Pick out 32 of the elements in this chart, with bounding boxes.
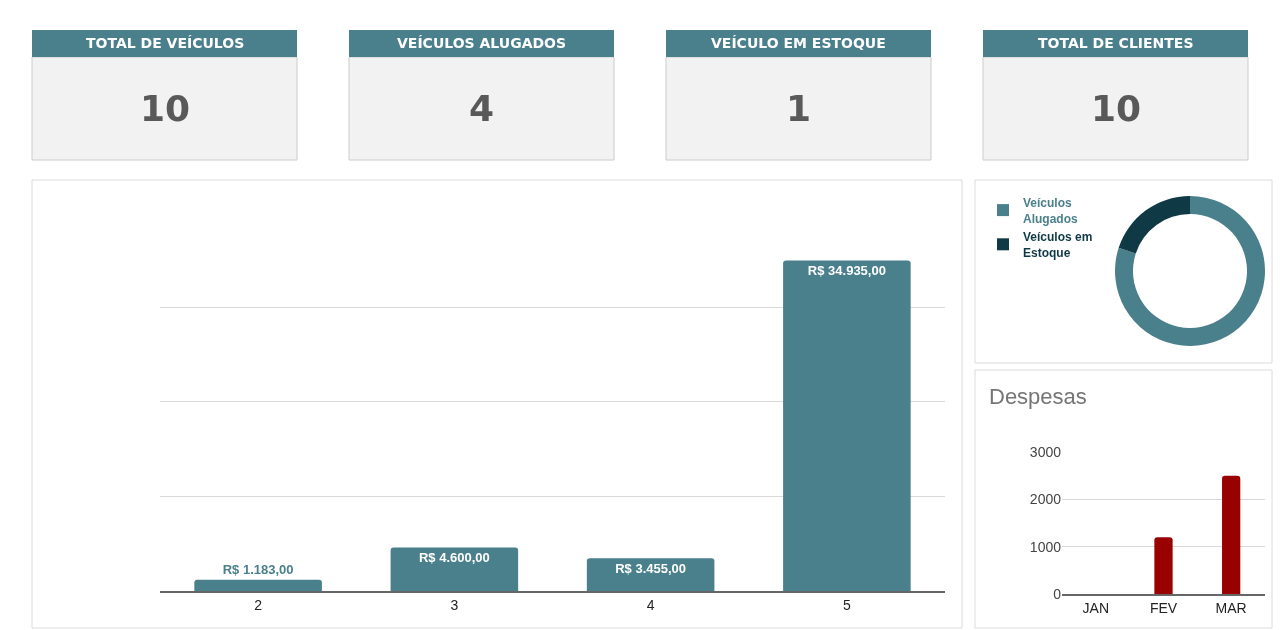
bar	[783, 260, 911, 591]
y-tick-label: 3000	[1029, 443, 1062, 460]
x-tick-label: 5	[842, 596, 851, 613]
text: 10	[1091, 88, 1142, 129]
data-label: R$ 34.935,00	[807, 263, 886, 279]
text: 10	[140, 88, 191, 129]
bar	[390, 547, 519, 591]
text: TOTAL DE CLIENTES	[1038, 35, 1194, 51]
y-tick-label: 1000	[1029, 538, 1062, 555]
x-tick-label: JAN	[1082, 599, 1110, 616]
x-tick-label: MAR	[1215, 599, 1247, 616]
y-tick-label: 2000	[1029, 491, 1062, 508]
y-tick-label: 0	[1053, 585, 1062, 602]
x-tick-label: 3	[450, 596, 459, 613]
x-tick-label: 4	[646, 596, 655, 613]
text: VEÍCULOS ALUGADOS	[397, 35, 567, 51]
donut-slice	[1118, 196, 1190, 254]
bar	[194, 579, 322, 591]
data-label: R$ 3.455,00	[615, 561, 687, 577]
text: VEÍCULO EM ESTOQUE	[711, 35, 886, 51]
bar	[586, 558, 715, 591]
text: 1	[786, 88, 812, 129]
text: TOTAL DE VEÍCULOS	[86, 35, 245, 51]
donut-slice	[1115, 196, 1265, 346]
legend-label: Veículos em Estoque	[1023, 230, 1093, 260]
x-tick-label: 2	[254, 596, 263, 613]
chart-title: Despesas	[989, 384, 1087, 409]
legend-label: Veículos Alugados	[1023, 195, 1078, 226]
data-label: R$ 4.600,00	[418, 550, 490, 566]
text: 4	[469, 88, 495, 129]
x-tick-label: FEV	[1149, 599, 1178, 616]
data-label: R$ 1.183,00	[222, 561, 294, 577]
